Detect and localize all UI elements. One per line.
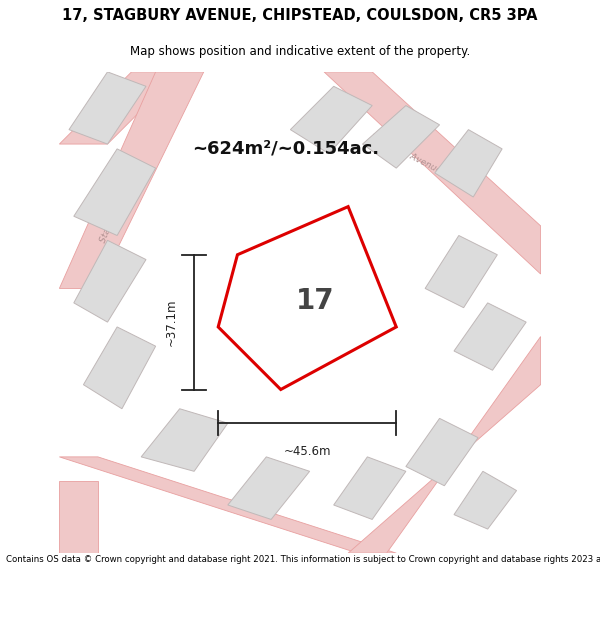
Polygon shape <box>59 72 204 289</box>
Text: 17: 17 <box>296 287 335 315</box>
Polygon shape <box>74 149 155 236</box>
Polygon shape <box>425 236 497 308</box>
Polygon shape <box>435 129 502 197</box>
Text: ~624m²/~0.154ac.: ~624m²/~0.154ac. <box>192 140 379 158</box>
Polygon shape <box>406 418 478 486</box>
Polygon shape <box>454 471 517 529</box>
Polygon shape <box>324 72 541 274</box>
Polygon shape <box>69 72 146 144</box>
Polygon shape <box>454 303 526 370</box>
Polygon shape <box>334 457 406 519</box>
Text: Map shows position and indicative extent of the property.: Map shows position and indicative extent… <box>130 45 470 58</box>
Polygon shape <box>83 327 155 409</box>
Polygon shape <box>59 481 98 553</box>
Text: Stagbury Avenue: Stagbury Avenue <box>369 132 443 176</box>
Text: ~45.6m: ~45.6m <box>283 445 331 458</box>
Polygon shape <box>348 336 541 553</box>
Text: Stagbury Avenue: Stagbury Avenue <box>98 169 136 244</box>
Polygon shape <box>141 409 228 471</box>
Text: ~37.1m: ~37.1m <box>164 298 177 346</box>
Polygon shape <box>290 86 372 154</box>
Polygon shape <box>74 240 146 322</box>
Text: Contains OS data © Crown copyright and database right 2021. This information is : Contains OS data © Crown copyright and d… <box>6 554 600 564</box>
Polygon shape <box>362 106 440 168</box>
Polygon shape <box>59 72 179 144</box>
Polygon shape <box>228 457 310 519</box>
Text: 17, STAGBURY AVENUE, CHIPSTEAD, COULSDON, CR5 3PA: 17, STAGBURY AVENUE, CHIPSTEAD, COULSDON… <box>62 8 538 23</box>
Polygon shape <box>59 457 396 553</box>
